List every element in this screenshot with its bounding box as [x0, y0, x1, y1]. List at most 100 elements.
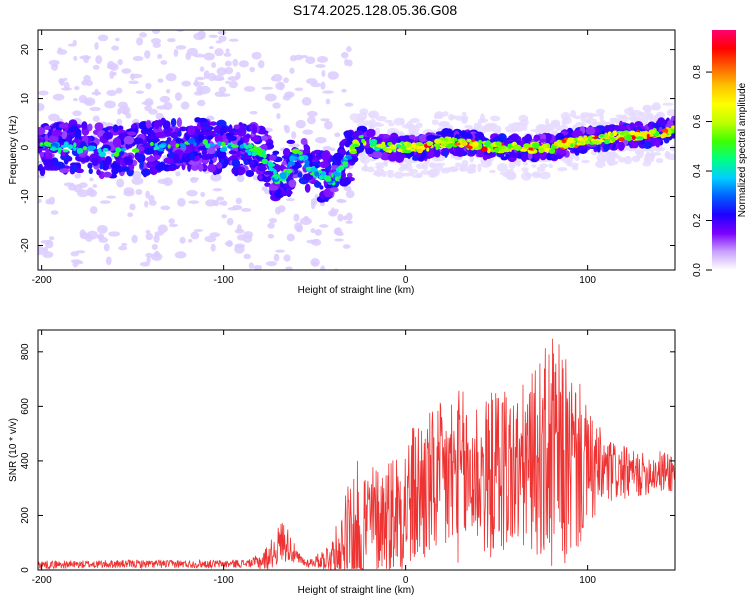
heatmap-cell [228, 38, 239, 42]
heatmap-cell [537, 125, 547, 130]
heatmap-cell [293, 213, 300, 222]
heatmap-cell [642, 148, 652, 152]
heatmap-cell [175, 45, 187, 50]
heatmap-cell [48, 113, 60, 122]
heatmap-cell [207, 163, 217, 173]
heatmap-cell [497, 145, 506, 150]
heatmap-cell [411, 142, 417, 148]
heatmap-cell [431, 119, 439, 125]
heatmap-cell [57, 147, 62, 151]
heatmap-cell [115, 37, 120, 42]
heatmap-cell [576, 142, 582, 146]
heatmap-cell [106, 195, 117, 199]
heatmap-cell [227, 207, 239, 211]
heatmap-cell [151, 30, 161, 34]
heatmap-cell [72, 147, 77, 151]
heatmap-cell [39, 151, 45, 158]
heatmap-cell [417, 148, 423, 154]
heatmap-cell [358, 135, 364, 139]
heatmap-cell [446, 143, 453, 149]
heatmap-cell [48, 134, 59, 143]
heatmap-cell [386, 169, 394, 175]
heatmap-cell [610, 136, 616, 143]
heatmap-cell [121, 68, 132, 74]
heatmap-cell [361, 138, 366, 143]
heatmap-cell [193, 228, 204, 232]
heatmap-cell [197, 117, 208, 123]
heatmap-cell [349, 150, 358, 155]
heatmap-cell [280, 190, 290, 197]
heatmap-cell [302, 173, 313, 181]
heatmap-cell [322, 90, 334, 94]
heatmap-cell [163, 177, 173, 187]
heatmap-cell [49, 147, 58, 151]
heatmap-cell [51, 129, 63, 137]
heatmap-cell [496, 163, 508, 172]
heatmap-cell [112, 137, 122, 148]
heatmap-cell [119, 148, 127, 152]
heatmap-cell [398, 166, 405, 172]
heatmap-cell [154, 142, 158, 147]
heatmap-cell [346, 156, 353, 160]
heatmap-cell [508, 153, 518, 159]
heatmap-cell [87, 145, 95, 152]
heatmap-cell [102, 131, 114, 140]
heatmap-cell [163, 101, 173, 111]
heatmap-cell [453, 138, 458, 142]
heatmap-cell [235, 150, 241, 158]
heatmap-cell [81, 121, 88, 130]
heatmap-cell [321, 70, 326, 78]
heatmap-cell [295, 119, 306, 129]
heatmap-cell [283, 184, 291, 189]
heatmap-cell [395, 151, 402, 159]
heatmap-cell [466, 144, 470, 149]
heatmap-cell [261, 86, 274, 90]
heatmap-cell [520, 148, 528, 152]
heatmap-cell [388, 122, 395, 127]
heatmap-cell [666, 153, 675, 161]
heatmap-cell [602, 154, 607, 163]
heatmap-cell [489, 122, 498, 129]
heatmap-cell [148, 194, 155, 203]
heatmap-cell [197, 30, 206, 40]
heatmap-cell [361, 157, 370, 164]
snr-y-tick-label: 400 [20, 452, 31, 469]
heatmap-cell [313, 181, 322, 188]
heatmap-cell [256, 165, 268, 172]
heatmap-cell [334, 238, 344, 242]
heatmap-cell [374, 165, 385, 169]
heatmap-cell [488, 169, 496, 174]
heatmap-cell [73, 142, 77, 148]
heatmap-cell [130, 124, 137, 129]
heatmap-cell [282, 147, 291, 157]
heatmap-cell [184, 148, 192, 154]
heatmap-cell [576, 137, 585, 142]
heatmap-cell [139, 32, 148, 38]
heatmap-cell [206, 135, 214, 140]
heatmap-cell [111, 45, 120, 51]
heatmap-cell [490, 115, 501, 122]
heatmap-cell [330, 207, 336, 217]
heatmap-cell [175, 171, 181, 177]
heatmap-cell [179, 236, 186, 244]
heatmap-cell [210, 173, 222, 182]
heatmap-cell [146, 161, 152, 169]
heatmap-cell [345, 189, 355, 199]
heatmap-cell [168, 223, 179, 228]
heatmap-cell [267, 233, 275, 239]
heatmap-cell [508, 134, 520, 141]
heatmap-cell [531, 142, 540, 148]
heatmap-cell [586, 117, 598, 125]
heatmap-cell [297, 151, 303, 155]
heatmap-cell [374, 127, 381, 137]
heatmap-cell [668, 129, 672, 136]
heatmap-cell [531, 164, 536, 168]
heatmap-cell [606, 155, 613, 164]
heatmap-cell [86, 230, 99, 240]
snr-x-axis-label: Height of straight line (km) [298, 585, 415, 596]
heatmap-cell [648, 129, 656, 135]
heatmap-cell [139, 153, 144, 162]
heatmap-cell [473, 146, 480, 151]
heatmap-cell [251, 51, 262, 60]
heatmap-cell [228, 150, 237, 155]
